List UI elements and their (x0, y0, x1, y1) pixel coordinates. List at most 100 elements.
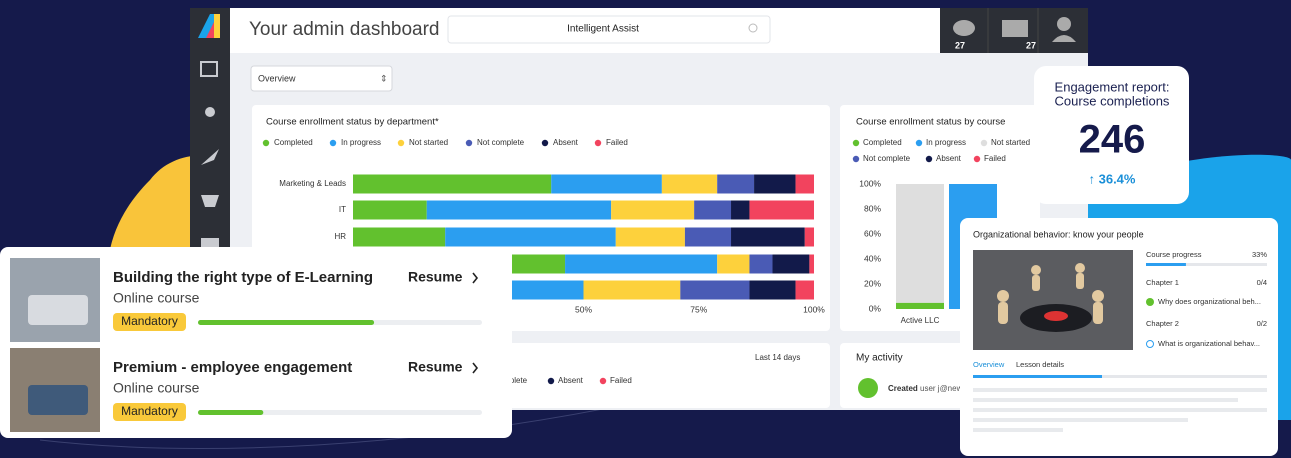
bar-segment (551, 174, 662, 194)
bar-segment (353, 200, 427, 220)
bar-segment (731, 200, 750, 220)
engagement-title: Engagement report: (1055, 79, 1170, 94)
chevron (472, 272, 479, 284)
legend-dot (925, 155, 933, 163)
avatar (858, 378, 878, 398)
page-title: Your admin dashboard (249, 19, 440, 40)
range-select[interactable]: Last 14 days (755, 353, 800, 362)
image-detail (1044, 311, 1068, 321)
bar-segment (611, 200, 695, 220)
legend-label: Failed (610, 376, 632, 385)
resume-button[interactable]: Resume (408, 359, 463, 375)
progress-fill (198, 410, 264, 415)
y-tick-label: 40% (864, 253, 881, 263)
chapter-name: Chapter 2 (1146, 319, 1179, 328)
x-tick-label: 100% (803, 304, 825, 314)
legend-label: Absent (936, 154, 962, 163)
y-tick-label: 100% (859, 178, 881, 188)
category-label: HR (334, 232, 346, 241)
engagement-value: 246 (1079, 118, 1146, 162)
legend-label: Absent (553, 138, 579, 147)
legend-dot (980, 139, 988, 147)
icon-cart[interactable] (201, 195, 219, 207)
legend-label: Not started (991, 138, 1030, 147)
bar-segment (896, 184, 944, 303)
chapter-name: Chapter 1 (1146, 278, 1179, 287)
bar-segment (426, 200, 612, 220)
legend-label: Absent (558, 376, 584, 385)
legend-dot (262, 139, 270, 147)
progress-track (1146, 263, 1267, 266)
search-icon (748, 23, 758, 33)
activity-action: Created (888, 384, 918, 393)
legend-dot (594, 139, 602, 147)
bar-segment (615, 227, 685, 247)
course-list (0, 247, 512, 438)
lesson[interactable]: Why does organizational beh... (1158, 297, 1261, 306)
lesson[interactable]: What is organizational behav... (1158, 339, 1260, 348)
legend-dot (915, 139, 923, 147)
tab[interactable]: Overview (973, 360, 1005, 369)
progress-text: 33% (1252, 250, 1267, 259)
icon-user[interactable] (1057, 17, 1071, 31)
course-kind: Online course (113, 380, 200, 396)
check-icon (1146, 298, 1154, 306)
chart-title: Course enrollment status by department* (266, 117, 439, 128)
card-title: My activity (856, 353, 903, 364)
legend-dot (852, 155, 860, 163)
bar-segment (772, 254, 810, 274)
progress-label: Course progress (1146, 250, 1202, 259)
engagement-change: ↑ 36.4% (1089, 171, 1136, 186)
badge: 27 (1026, 40, 1036, 50)
image-figures (997, 263, 1104, 324)
legend-label: Failed (606, 138, 628, 147)
legend-label: Failed (984, 154, 1006, 163)
course-title: Building the right type of E-Learning (113, 269, 373, 286)
placeholder-lines (973, 388, 1267, 432)
legend-label: Not complete (477, 138, 525, 147)
bar-segment (661, 174, 718, 194)
progress-track (198, 410, 482, 415)
logo (214, 14, 220, 38)
search-box[interactable] (447, 15, 771, 44)
bar-segment (717, 254, 750, 274)
progress-fill (198, 320, 375, 325)
dropdown[interactable] (250, 65, 393, 92)
icon-calendar[interactable] (201, 238, 219, 248)
icon-mail[interactable] (1002, 20, 1028, 37)
icon-edit[interactable] (200, 61, 218, 77)
tab[interactable]: Lesson details (1016, 360, 1064, 369)
bar-segment (809, 254, 814, 274)
course-title: Organizational behavior: know your peopl… (973, 229, 1144, 239)
bar-segment (565, 254, 718, 274)
tab-track (973, 375, 1267, 378)
category-label: Marketing & Leads (279, 179, 346, 188)
icon-users[interactable] (205, 107, 215, 117)
legend-dot (465, 139, 473, 147)
icon-chat[interactable] (953, 20, 975, 36)
y-tick-label: 20% (864, 278, 881, 288)
icon-rocket[interactable] (201, 149, 219, 165)
bar-segment (896, 302, 944, 309)
chapter-count: 0/4 (1257, 278, 1267, 287)
image-detail (28, 295, 88, 325)
bar-segment (684, 227, 732, 247)
course-title: Premium - employee engagement (113, 359, 352, 376)
bar-segment (749, 200, 814, 220)
search-placeholder: Intelligent Assist (567, 24, 639, 35)
engagement-card (1034, 66, 1189, 204)
tag-pill (113, 313, 186, 331)
tag-pill (113, 403, 186, 421)
play-icon (1146, 340, 1154, 348)
course-image (973, 250, 1133, 350)
tag: Mandatory (121, 404, 178, 418)
chapter-count: 0/2 (1257, 319, 1267, 328)
dropdown-arrow: ⇕ (380, 73, 388, 83)
bar-segment (754, 174, 796, 194)
legend-label: Completed (274, 138, 313, 147)
y-tick-label: 60% (864, 228, 881, 238)
legend-label: In progress (926, 138, 966, 147)
bar-segment (731, 227, 805, 247)
legend-dot (973, 155, 981, 163)
resume-button[interactable]: Resume (408, 269, 463, 285)
